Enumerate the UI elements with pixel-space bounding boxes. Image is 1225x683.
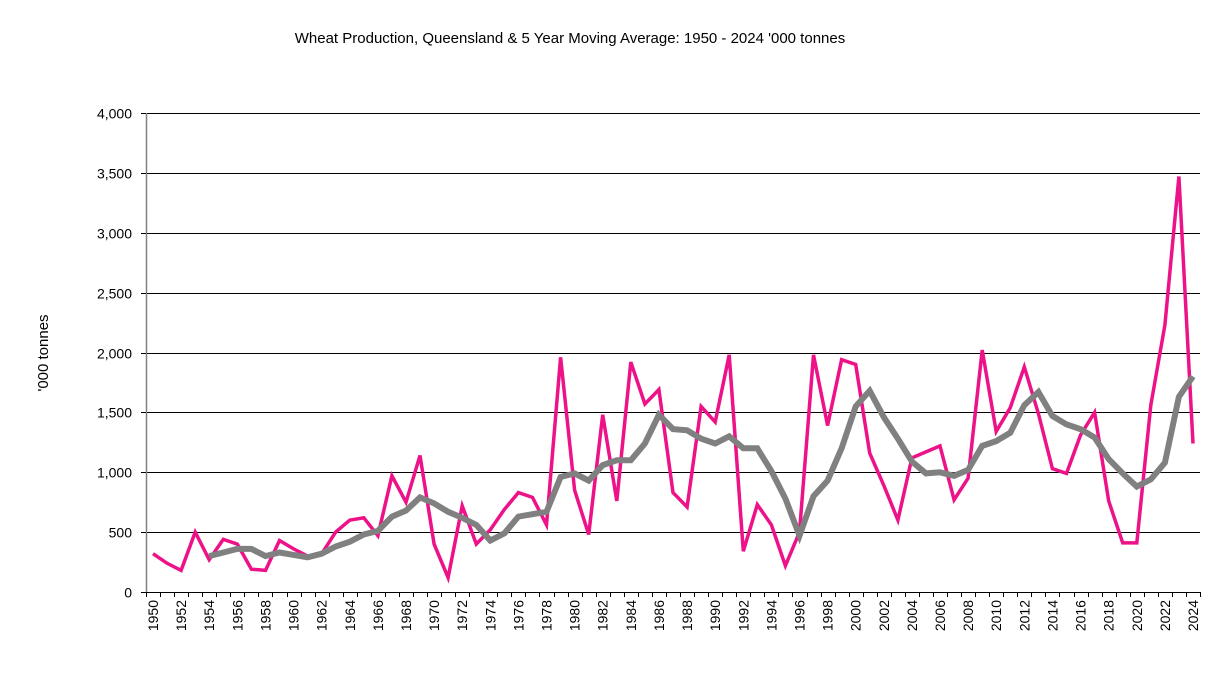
- x-tick-label: 1960: [286, 600, 302, 631]
- gridlines: [146, 113, 1200, 533]
- series-line-5yr-moving-average: [208, 374, 1196, 561]
- x-tick-label: 2018: [1101, 600, 1117, 631]
- x-tick-label: 2006: [932, 600, 948, 631]
- x-tick-label: 2022: [1157, 600, 1173, 631]
- y-tick-label: 3,500: [97, 166, 132, 182]
- x-axis-ticks: 1950 1952 1954 1956 1958 1960 1962 1964 1966 1968…: [145, 592, 1201, 631]
- y-tick-label: 1,500: [97, 405, 132, 421]
- x-tick-label: 1976: [510, 600, 526, 631]
- y-tick-label: 2,000: [97, 346, 132, 362]
- x-tick-label: 1950: [145, 600, 161, 631]
- x-tick-label: 1966: [370, 600, 386, 631]
- x-tick-label: 1962: [314, 600, 330, 631]
- y-tick-label: 2,500: [97, 286, 132, 302]
- axes: [145, 113, 1200, 593]
- x-tick-label: 2010: [988, 600, 1004, 631]
- y-tick-label: 4,000: [97, 106, 132, 122]
- x-tick-label: 2000: [848, 600, 864, 631]
- x-tick-label: 1974: [482, 600, 498, 631]
- x-tick-label: 1958: [257, 600, 273, 631]
- y-tick-label: 500: [109, 525, 133, 541]
- x-tick-label: 2014: [1044, 600, 1060, 631]
- x-tick-label: 2004: [904, 600, 920, 631]
- x-tick-label: 2012: [1016, 600, 1032, 631]
- x-tick-label: 2016: [1073, 600, 1089, 631]
- x-tick-label: 2024: [1185, 600, 1201, 631]
- chart-title: Wheat Production, Queensland & 5 Year Mo…: [294, 30, 846, 47]
- x-tick-label: 1988: [679, 600, 695, 631]
- x-tick-label: 1978: [539, 600, 555, 631]
- y-axis-ticks: 0 500 1,000 1,500 2,000 2,500 3,000 3,500 4,000: [97, 106, 146, 601]
- x-tick-label: 1968: [398, 600, 414, 631]
- x-tick-label: 1954: [201, 600, 217, 631]
- y-axis-title: '000 tonnes: [35, 314, 52, 391]
- x-tick-label: 1970: [426, 600, 442, 631]
- series-lines: [152, 176, 1196, 584]
- x-tick-label: 1980: [567, 600, 583, 631]
- x-tick-label: 1986: [651, 600, 667, 631]
- x-tick-label: 1996: [791, 600, 807, 631]
- x-tick-label: 1994: [763, 600, 779, 631]
- x-tick-label: 2020: [1129, 600, 1145, 631]
- y-tick-label: 0: [124, 585, 132, 601]
- x-tick-label: 1990: [707, 600, 723, 631]
- y-tick-label: 3,000: [97, 226, 132, 242]
- x-tick-label: 1956: [229, 600, 245, 631]
- series-line-wheat-production: [152, 176, 1195, 584]
- x-tick-label: 1972: [454, 600, 470, 631]
- x-tick-label: 2002: [876, 600, 892, 631]
- x-tick-label: 1952: [173, 600, 189, 631]
- x-tick-label: 1992: [735, 600, 751, 631]
- x-tick-label: 1998: [820, 600, 836, 631]
- x-tick-label: 1964: [342, 600, 358, 631]
- x-tick-label: 2008: [960, 600, 976, 631]
- x-tick-label: 1982: [595, 600, 611, 631]
- x-tick-label: 1984: [623, 600, 639, 631]
- y-tick-label: 1,000: [97, 465, 132, 481]
